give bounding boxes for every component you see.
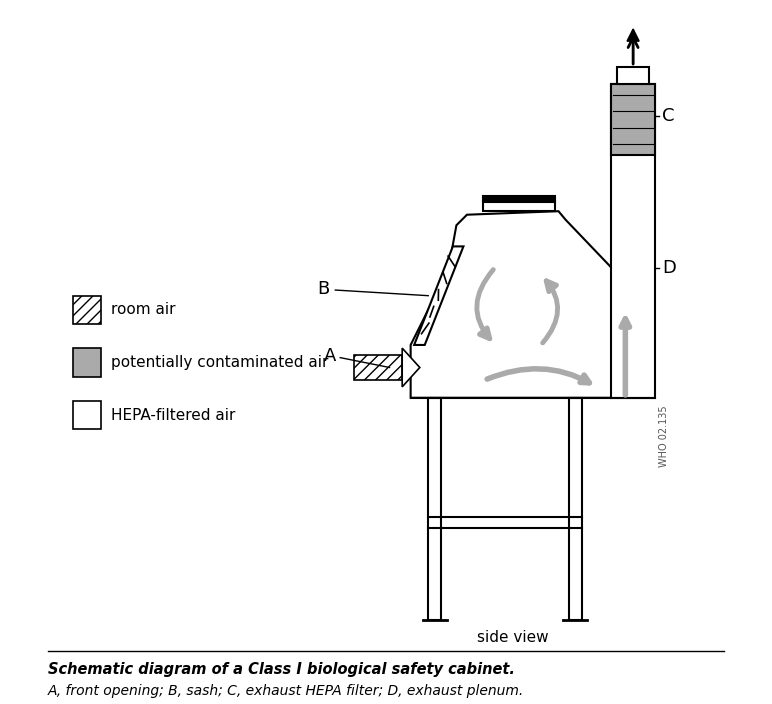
- Bar: [428, 398, 441, 620]
- Text: side view: side view: [477, 629, 549, 645]
- Polygon shape: [483, 201, 555, 211]
- Text: C: C: [662, 107, 675, 125]
- Bar: [569, 398, 582, 620]
- Bar: [611, 84, 655, 398]
- Bar: [617, 67, 649, 84]
- Text: room air: room air: [111, 302, 176, 318]
- Text: potentially contaminated air: potentially contaminated air: [111, 355, 329, 370]
- Bar: [73, 296, 101, 324]
- Polygon shape: [414, 246, 463, 345]
- Text: HEPA-filtered air: HEPA-filtered air: [111, 408, 235, 423]
- Bar: [73, 348, 101, 377]
- Bar: [611, 84, 655, 155]
- Bar: [354, 356, 402, 380]
- Bar: [73, 401, 101, 429]
- Text: B: B: [317, 279, 330, 298]
- Text: A, front opening; B, sash; C, exhaust HEPA filter; D, exhaust plenum.: A, front opening; B, sash; C, exhaust HE…: [48, 684, 524, 698]
- Polygon shape: [411, 211, 611, 398]
- Polygon shape: [402, 348, 420, 387]
- Text: D: D: [662, 258, 676, 277]
- Text: A: A: [324, 346, 337, 365]
- Text: WHO 02.135: WHO 02.135: [659, 406, 669, 467]
- Text: Schematic diagram of a Class I biological safety cabinet.: Schematic diagram of a Class I biologica…: [48, 662, 515, 677]
- Polygon shape: [483, 196, 555, 202]
